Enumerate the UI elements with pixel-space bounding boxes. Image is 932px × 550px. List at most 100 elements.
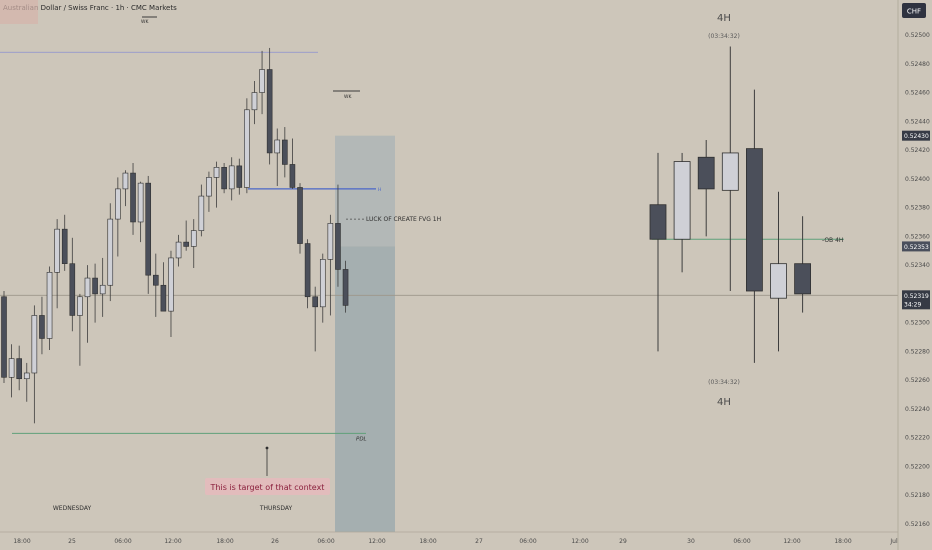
price-badge-upper-bg (902, 130, 930, 141)
candle-1h (251, 81, 258, 125)
x-tick-label: 18:00 (834, 538, 851, 545)
fvg-label: LUCK OF CREATE FVG 1H (366, 216, 441, 223)
candle-body (342, 269, 349, 306)
candle-1h (198, 184, 205, 237)
countdown-label-top: (03:34:32) (708, 33, 740, 40)
blue-line-marker: H (378, 187, 381, 193)
zone-layer (335, 135, 395, 532)
candle-body (274, 139, 281, 154)
candle-body (183, 241, 189, 247)
candle-1h (274, 128, 281, 187)
y-tick-label: 0.52220 (905, 435, 930, 442)
candle-body (39, 315, 45, 339)
candle-body (31, 315, 38, 374)
candle-1h (69, 237, 76, 332)
x-tick-label: 18:00 (419, 538, 436, 545)
candle-4h (746, 89, 763, 363)
candle-body (153, 274, 159, 286)
y-tick-label: 0.52400 (905, 176, 930, 183)
wk-label: WK (344, 94, 352, 100)
x-tick-label: 06:00 (317, 538, 334, 545)
price-badge-upper: 0.52430 (904, 133, 929, 140)
candle-body (297, 187, 303, 244)
candle-1h (115, 177, 121, 257)
wk-label-top: WK (141, 19, 149, 25)
x-tick-label: 30 (687, 538, 695, 545)
candle-1h (130, 163, 136, 235)
candle-1h (175, 234, 182, 267)
candle-1h (107, 203, 114, 302)
candle-1h (342, 260, 349, 313)
candle-1h (16, 345, 22, 391)
candle-body (319, 259, 326, 308)
candle-1h (221, 163, 227, 194)
candle-4h (770, 191, 787, 352)
y-tick-label: 0.52500 (905, 32, 930, 39)
x-tick-label: 12:00 (164, 538, 181, 545)
price-badge-middle-bg (902, 241, 930, 252)
price-badge-current-bg (902, 290, 930, 310)
candle-body (198, 195, 205, 231)
candle-1h (183, 220, 189, 251)
candle-body (115, 188, 121, 220)
y-tick-label: 0.52340 (905, 262, 930, 269)
x-tick-label: 27 (475, 538, 483, 545)
y-tick-label: 0.52480 (905, 61, 930, 68)
candle-body (697, 156, 715, 190)
candle-body (259, 69, 265, 93)
candles-layer (1, 46, 811, 424)
y-tick-label: 0.52300 (905, 320, 930, 327)
target-note-box (205, 478, 330, 495)
y-tick-label: 0.52260 (905, 377, 930, 384)
candle-4h (649, 152, 667, 352)
candle-body (770, 263, 787, 299)
x-tick-label: 25 (68, 538, 76, 545)
candle-body (244, 109, 250, 188)
candle-body (122, 172, 129, 190)
candle-1h (335, 184, 341, 287)
candle-body (84, 277, 91, 298)
target-arrow-dot (265, 446, 269, 450)
target-note-text: This is target of that context (210, 483, 325, 492)
candle-body (107, 218, 114, 286)
symbol-title: Australian Dollar / Swiss Franc · 1h · C… (3, 4, 177, 12)
y-tick-label: 0.52280 (905, 348, 930, 355)
candle-1h (213, 161, 220, 208)
x-tick-label: 06:00 (733, 538, 750, 545)
x-tick-label: 26 (271, 538, 279, 545)
annotations-layer: LUCK OF CREATE FVG 1H -OB 4H WK WK PDL H WEDNE… (0, 0, 843, 512)
candle-body (137, 182, 144, 223)
x-tick-label: 12:00 (368, 538, 385, 545)
x-tick-label: 12:00 (571, 538, 588, 545)
candle-body (61, 228, 68, 264)
candle-body (77, 296, 83, 316)
candle-body (46, 272, 53, 339)
candle-body (236, 165, 243, 188)
candle-body (145, 182, 152, 276)
candle-body (251, 92, 258, 111)
candle-1h (1, 291, 7, 384)
candle-body (23, 372, 30, 380)
candle-body (99, 284, 106, 295)
y-tick-label: 0.52440 (905, 118, 930, 125)
y-tick-label: 0.52420 (905, 147, 930, 154)
candle-4h (721, 46, 739, 292)
candle-body (289, 164, 296, 188)
candle-body (221, 167, 227, 190)
y-tick-label: 0.52200 (905, 463, 930, 470)
candle-1h (54, 219, 60, 309)
x-tick-label: 29 (619, 538, 627, 545)
candle-1h (244, 98, 250, 194)
candle-1h (77, 293, 83, 366)
candle-4h (673, 152, 691, 273)
candle-body (175, 241, 182, 259)
candle-4h (697, 139, 715, 237)
candle-1h (312, 286, 318, 352)
candle-1h (327, 214, 334, 316)
candle-1h (31, 305, 38, 424)
candle-1h (289, 138, 296, 189)
candle-body (312, 296, 318, 308)
zone-upper (335, 135, 395, 247)
wednesday-label: WEDNESDAY (53, 505, 92, 512)
